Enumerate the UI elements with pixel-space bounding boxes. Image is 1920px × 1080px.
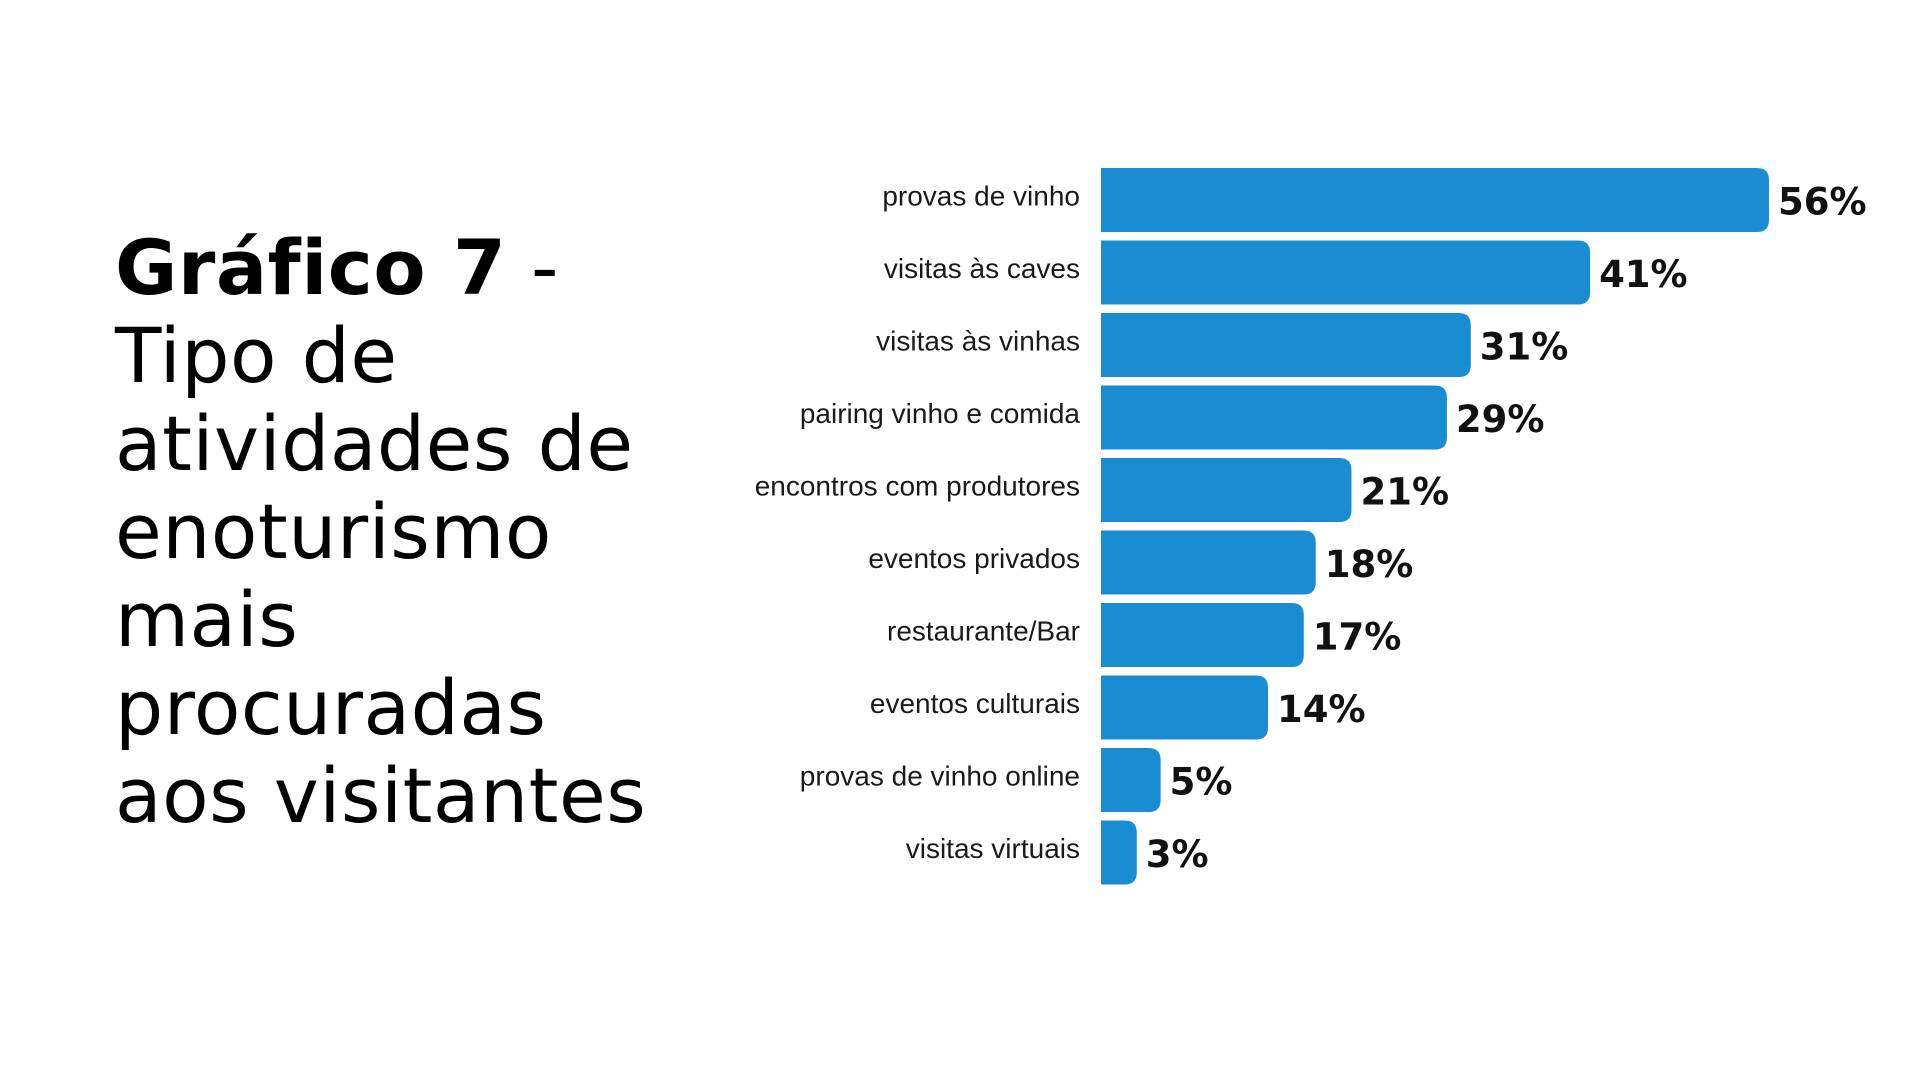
- title-main: Gráfico 7: [115, 223, 507, 312]
- category-label: eventos privados: [868, 543, 1080, 574]
- value-label: 21%: [1361, 471, 1450, 514]
- title-dash: -: [506, 223, 559, 312]
- title-first-line: Gráfico 7 -: [115, 224, 715, 312]
- subtitle-line-2: atividades de: [115, 399, 634, 488]
- bar-8: [1101, 675, 1268, 740]
- bar-1: [1101, 168, 1769, 232]
- value-label: 18%: [1325, 543, 1414, 586]
- value-label: 31%: [1480, 326, 1569, 369]
- bar-7: [1101, 603, 1304, 667]
- value-label: 5%: [1170, 761, 1233, 804]
- value-label: 17%: [1313, 616, 1402, 659]
- chart-title: Gráfico 7 - Tipo de atividades de enotur…: [115, 224, 715, 840]
- category-label: restaurante/Bar: [887, 615, 1080, 646]
- subtitle-line-4: mais: [115, 575, 299, 664]
- subtitle-line-5: procuradas: [115, 663, 547, 752]
- bar-4: [1101, 385, 1447, 450]
- subtitle-line-3: enoturismo: [115, 487, 552, 576]
- bar-6: [1101, 530, 1316, 595]
- subtitle-line-6: aos visitantes: [115, 751, 647, 840]
- value-label: 41%: [1599, 253, 1688, 296]
- value-label: 29%: [1456, 398, 1545, 441]
- value-label: 56%: [1778, 181, 1867, 224]
- category-label: provas de vinho: [882, 180, 1080, 211]
- category-label: pairing vinho e comida: [800, 398, 1081, 429]
- category-label: provas de vinho online: [800, 760, 1080, 791]
- category-label: encontros com produtores: [755, 470, 1080, 501]
- bar-2: [1101, 240, 1591, 305]
- category-label: visitas às vinhas: [876, 325, 1080, 356]
- bar-9: [1101, 748, 1161, 812]
- value-label: 3%: [1146, 833, 1209, 876]
- bar-3: [1101, 313, 1471, 377]
- value-label: 14%: [1277, 688, 1366, 731]
- category-label: eventos culturais: [870, 688, 1080, 719]
- category-label: visitas às caves: [884, 253, 1080, 284]
- subtitle-line-1: Tipo de: [115, 311, 398, 400]
- category-label: visitas virtuais: [906, 833, 1080, 864]
- bar-5: [1101, 458, 1352, 522]
- bar-10: [1101, 820, 1137, 885]
